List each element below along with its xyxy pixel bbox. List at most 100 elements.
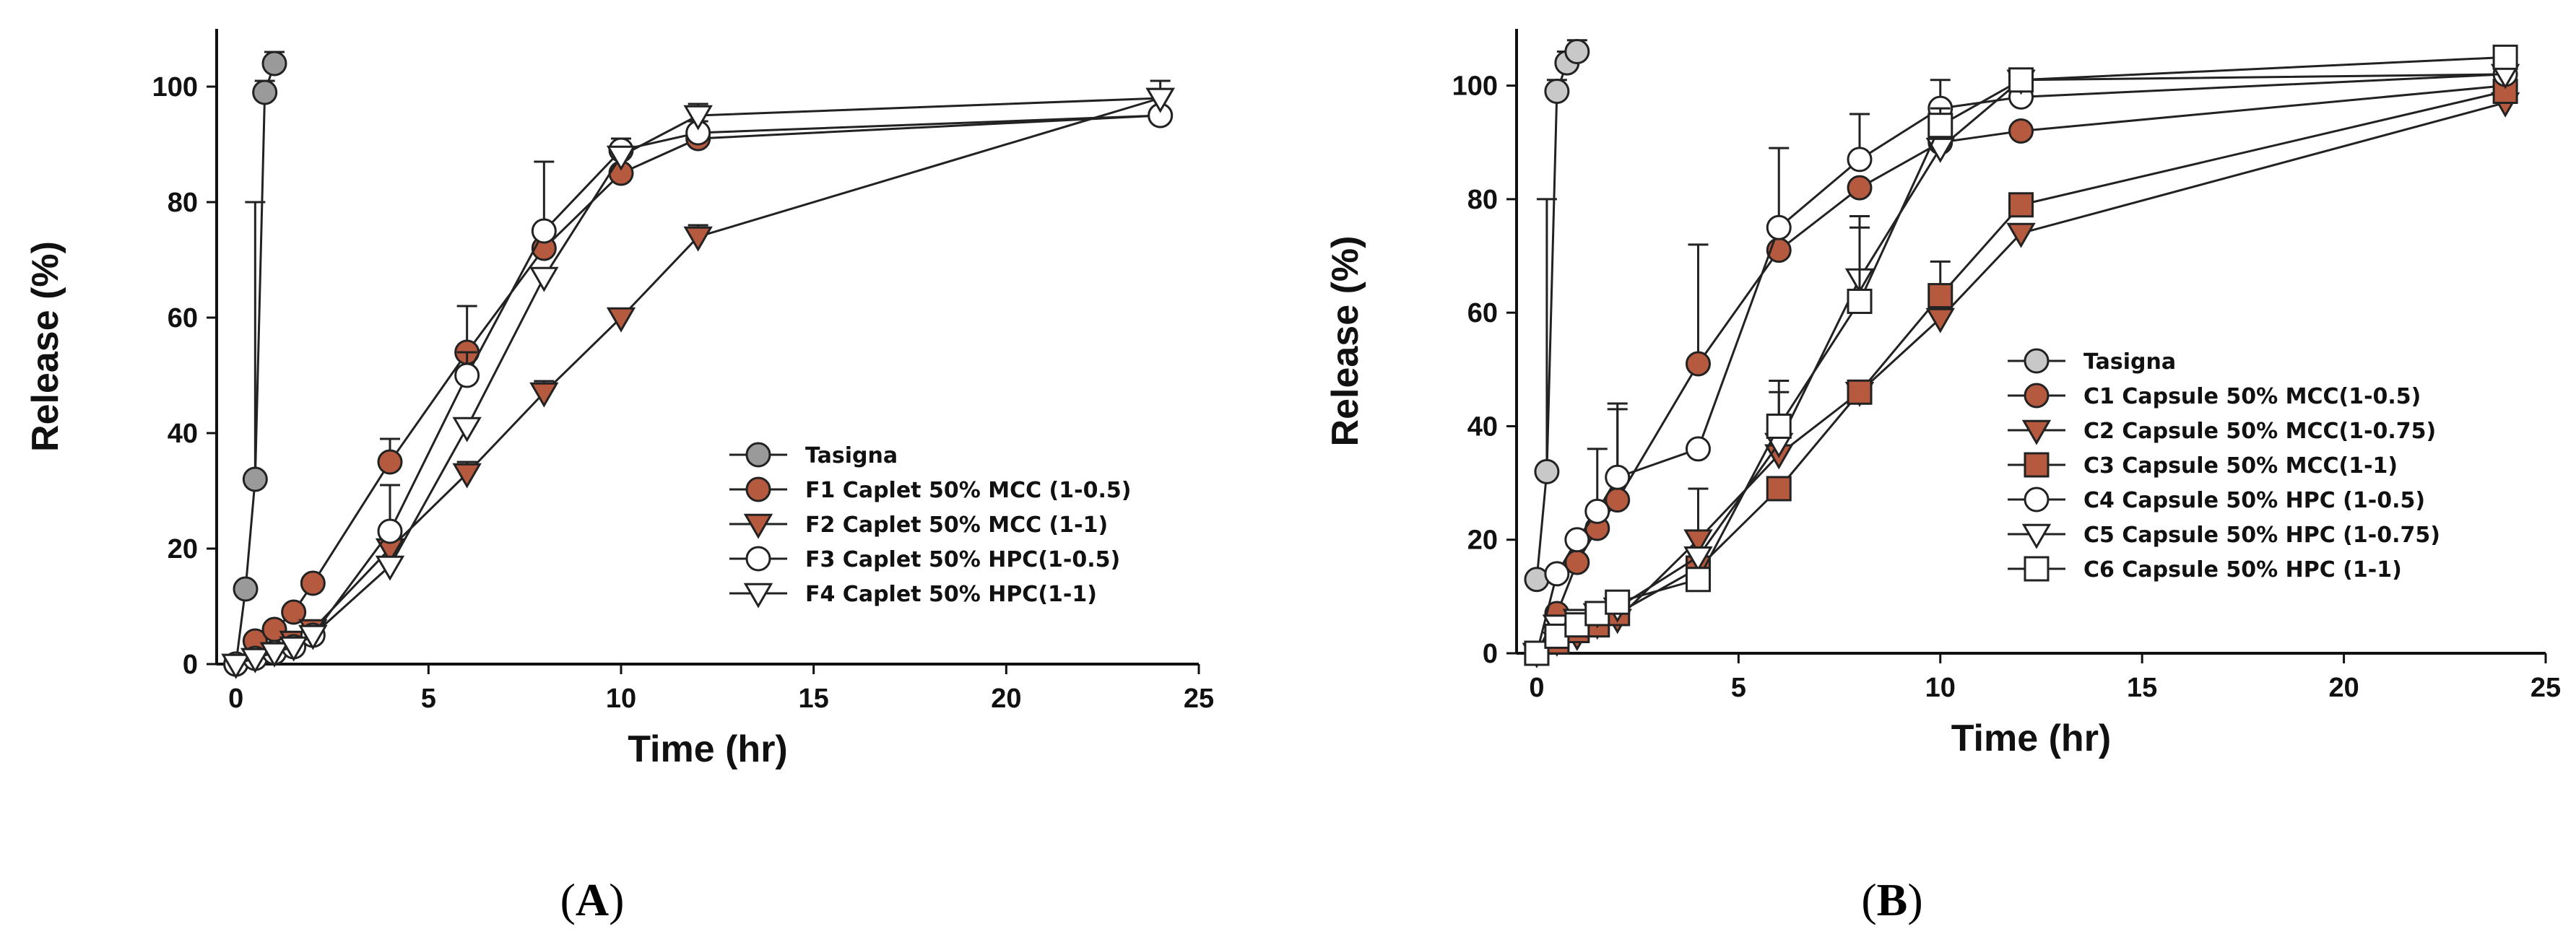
panel-b-y-tick-label: 100 — [1452, 71, 1498, 102]
panel-b-legend-marker — [2024, 556, 2050, 582]
panel-b-data-point — [1683, 546, 1713, 572]
panel-b-data-point — [2008, 118, 2034, 144]
panel-a-label: (A) — [560, 874, 625, 925]
panel-a-series-5 — [221, 79, 1175, 679]
panel-a-x-tick-label: 15 — [799, 684, 829, 714]
panel-b-series-5 — [1524, 61, 2518, 666]
panel-b-chart: 0 5 10 15 20 25 0 20 40 60 80 100 Time (hr) Release (… — [1324, 29, 2561, 759]
panel-a-data-point — [529, 382, 559, 408]
panel-a-data-point — [221, 653, 251, 679]
panel-b-legend-label: C4 Capsule 50% HPC (1-0.5) — [2083, 488, 2425, 513]
panel-b-legend-marker — [2024, 348, 2050, 374]
panel-a-y-tick-label: 0 — [183, 650, 198, 680]
panel-a-data-point — [529, 266, 559, 292]
panel-a-x-tick-label: 10 — [606, 684, 636, 714]
panel-b-y-tick-label: 80 — [1467, 185, 1498, 215]
panel-b-series-1 — [1524, 38, 1590, 593]
panel-a-y-tick-label: 20 — [168, 534, 198, 564]
panel-b-x-tick-label: 25 — [2531, 673, 2561, 703]
panel-a-data-point — [452, 463, 482, 489]
panel-a-data-point — [261, 51, 287, 77]
panel-b-data-point — [1766, 214, 1792, 240]
panel-b-data-point — [1925, 308, 1955, 333]
panel-b-x-tick-label: 5 — [1731, 673, 1746, 703]
panel-a-data-point — [531, 218, 557, 244]
panel-b-data-point — [1564, 38, 1590, 64]
panel-b-legend-label: C6 Capsule 50% HPC (1-1) — [2083, 557, 2402, 583]
panel-a-legend-marker — [745, 442, 771, 468]
panel-b-data-point — [1847, 175, 1873, 201]
panel-b-data-point — [1685, 436, 1711, 462]
panel-b-legend-marker — [2021, 523, 2052, 549]
panel-a-data-point — [242, 466, 268, 492]
panel-b-data-point — [2008, 67, 2034, 93]
panel-b-data-point — [1847, 147, 1873, 173]
panel-b-y-tick-label: 40 — [1467, 411, 1498, 442]
panel-a-legend-marker — [743, 513, 773, 539]
panel-a-legend-marker — [743, 583, 773, 609]
panel-b-legend-marker — [2024, 452, 2050, 478]
panel-b-data-point — [2006, 222, 2036, 248]
panel-b-x-tick-label: 15 — [2127, 673, 2157, 703]
panel-a-y-tick-label: 100 — [152, 72, 198, 103]
panel-b-legend-label: C2 Capsule 50% MCC(1-0.75) — [2083, 419, 2436, 444]
panel-b-y-axis-title: Release (%) — [1324, 236, 1366, 447]
panel-a-data-point — [683, 226, 713, 252]
panel-a-data-point — [377, 518, 403, 544]
panel-b-x-axis-title: Time (hr) — [1951, 718, 2112, 759]
panel-b-data-point — [1927, 283, 1953, 309]
panel-a-legend-label: F3 Caplet 50% HPC(1-0.5) — [805, 547, 1120, 572]
panel-b-data-point — [2492, 44, 2518, 70]
panel-b-data-point — [1766, 476, 1792, 502]
panel-b-data-point — [1584, 498, 1610, 524]
panel-a-data-point — [298, 624, 328, 650]
panel-b-series-line — [1535, 51, 1578, 580]
panel-b-x-tick-label: 10 — [1925, 673, 1956, 703]
panel-b-data-point — [1927, 113, 1953, 139]
panel-b-data-point — [1683, 529, 1713, 555]
panel-a-x-tick-label: 25 — [1184, 684, 1214, 714]
panel-a-data-point — [683, 105, 713, 131]
panel-b-legend-label: C5 Capsule 50% HPC (1-0.75) — [2083, 523, 2440, 548]
panel-b-data-point — [1685, 567, 1711, 593]
panel-a-data-point — [281, 599, 307, 625]
panel-a-data-point — [233, 576, 259, 602]
panel-a-legend-label: F4 Caplet 50% HPC(1-1) — [805, 582, 1097, 607]
panel-a-data-point — [259, 642, 290, 668]
panel-a-data-point — [606, 145, 636, 171]
panel-a-y-tick-label: 60 — [168, 303, 198, 333]
panel-a-data-point — [375, 555, 405, 581]
panel-b-data-point — [1534, 458, 1560, 484]
panel-b-y-tick-label: 60 — [1467, 298, 1498, 328]
panel-b-data-point — [1766, 413, 1792, 439]
panel-b-legend-marker — [2021, 419, 2052, 445]
panel-a-data-point — [240, 647, 270, 673]
panel-b-data-point — [1847, 288, 1873, 314]
panel-b-data-point — [1605, 464, 1631, 490]
panel-b-label: (B) — [1861, 874, 1922, 925]
panel-a-data-point — [300, 570, 326, 596]
panel-a-x-tick-label: 0 — [228, 684, 243, 714]
panel-a-legend-marker — [745, 546, 771, 572]
panel-a-legend-label: F2 Caplet 50% MCC (1-1) — [805, 513, 1108, 538]
panel-a-data-point — [606, 307, 636, 333]
panel-b-legend: Tasigna C1 Capsule 50% MCC(1-0.5) C2 Capsu… — [2008, 348, 2440, 583]
panel-a-y-tick-label: 40 — [168, 419, 198, 449]
panel-b-legend-marker — [2024, 487, 2050, 513]
panel-a-x-tick-label: 5 — [421, 684, 436, 714]
panel-b-data-point — [1605, 589, 1631, 615]
panel-a-legend-marker — [745, 476, 771, 502]
panel-b-data-point — [1544, 561, 1570, 587]
panel-a-data-point — [279, 636, 308, 662]
panel-a-legend: Tasigna F1 Caplet 50% MCC (1-0.5) F2 Caple… — [729, 442, 1131, 609]
panel-b-data-point — [2008, 192, 2034, 218]
panel-a-chart: 0 5 10 15 20 25 0 20 40 60 80 100 Time (hr) Release (… — [25, 29, 1214, 770]
panel-a-series-line — [235, 97, 1161, 666]
panel-a-x-axis-title: Time (hr) — [628, 728, 788, 770]
panel-b-legend-label: C3 Capsule 50% MCC(1-1) — [2083, 453, 2398, 479]
panel-b-data-point — [1544, 79, 1570, 104]
panel-b-data-point — [1564, 527, 1590, 553]
panel-a-x-tick-label: 20 — [991, 684, 1021, 714]
panel-a-data-point — [252, 79, 278, 105]
